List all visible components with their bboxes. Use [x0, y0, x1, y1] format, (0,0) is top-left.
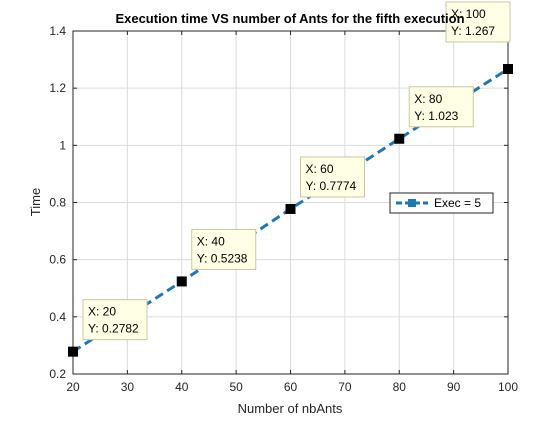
data-point-marker [68, 346, 78, 357]
datatips: X: 20 Y: 0.2782 X: 40 Y: 0.5238 X: 60 Y: 0.77… [82, 1, 511, 341]
y-tick-label: 0.6 [49, 253, 66, 267]
datatip-y-text: Y: 0.2782 [88, 322, 139, 336]
legend-box [389, 192, 494, 214]
datatip-x-text: X: 20 [88, 305, 116, 319]
y-tick-label: 0.2 [49, 367, 66, 381]
datatip-y-text: Y: 0.5238 [197, 251, 248, 265]
x-tick-label: 20 [66, 380, 80, 394]
datatip[interactable]: X: 100 Y: 1.267 [445, 1, 511, 43]
y-tick-label: 1.2 [49, 81, 66, 95]
datatip[interactable]: X: 40 Y: 0.5238 [191, 228, 257, 270]
datatip-x-text: X: 100 [451, 7, 486, 21]
datatip-box [300, 156, 365, 198]
datatip-y-text: Y: 1.023 [414, 109, 458, 123]
x-tick-label: 40 [175, 380, 189, 394]
y-tick-label: 0.8 [49, 196, 66, 210]
y-axis-label: Time [28, 188, 43, 216]
datatip-y-text: Y: 1.267 [451, 24, 495, 38]
legend[interactable]: Exec = 5 [389, 192, 494, 214]
data-point-marker [285, 203, 296, 214]
datatip-box [191, 228, 257, 270]
y-tick-label: 1.4 [49, 24, 66, 38]
x-tick-label: 50 [229, 380, 243, 394]
chart-title: Execution time VS number of Ants for the… [115, 11, 464, 26]
datatip[interactable]: X: 80 Y: 1.023 [408, 86, 474, 128]
datatip-x-text: X: 40 [197, 234, 225, 248]
datatip-box [408, 86, 474, 128]
datatip[interactable]: X: 20 Y: 0.2782 [82, 299, 148, 341]
y-tick-label: 0.4 [49, 310, 66, 324]
y-tick-label: 1 [59, 138, 66, 152]
x-tick-label: 100 [498, 380, 518, 394]
datatip-y-text: Y: 0.7774 [306, 179, 357, 193]
data-point-marker [394, 133, 405, 144]
ticks: 20 30 40 50 60 70 80 90 100 0.2 0.4 0.6 0.8 1 1.2 1.4 [49, 24, 518, 394]
x-tick-label: 60 [284, 380, 298, 394]
datatip-x-text: X: 80 [414, 92, 442, 106]
x-tick-label: 90 [447, 380, 461, 394]
data-point-marker [176, 276, 187, 287]
x-axis-label: Number of nbAnts [238, 401, 343, 416]
datatip-box [82, 299, 148, 341]
legend-entry-label: Exec = 5 [434, 196, 481, 210]
x-tick-label: 70 [338, 380, 352, 394]
data-point-marker [503, 64, 513, 75]
x-tick-label: 30 [121, 380, 135, 394]
datatip[interactable]: X: 60 Y: 0.7774 [300, 156, 365, 198]
datatip-x-text: X: 60 [306, 162, 334, 176]
legend-marker-sample [408, 199, 416, 207]
x-tick-label: 80 [393, 380, 407, 394]
datatip-box [445, 1, 511, 43]
